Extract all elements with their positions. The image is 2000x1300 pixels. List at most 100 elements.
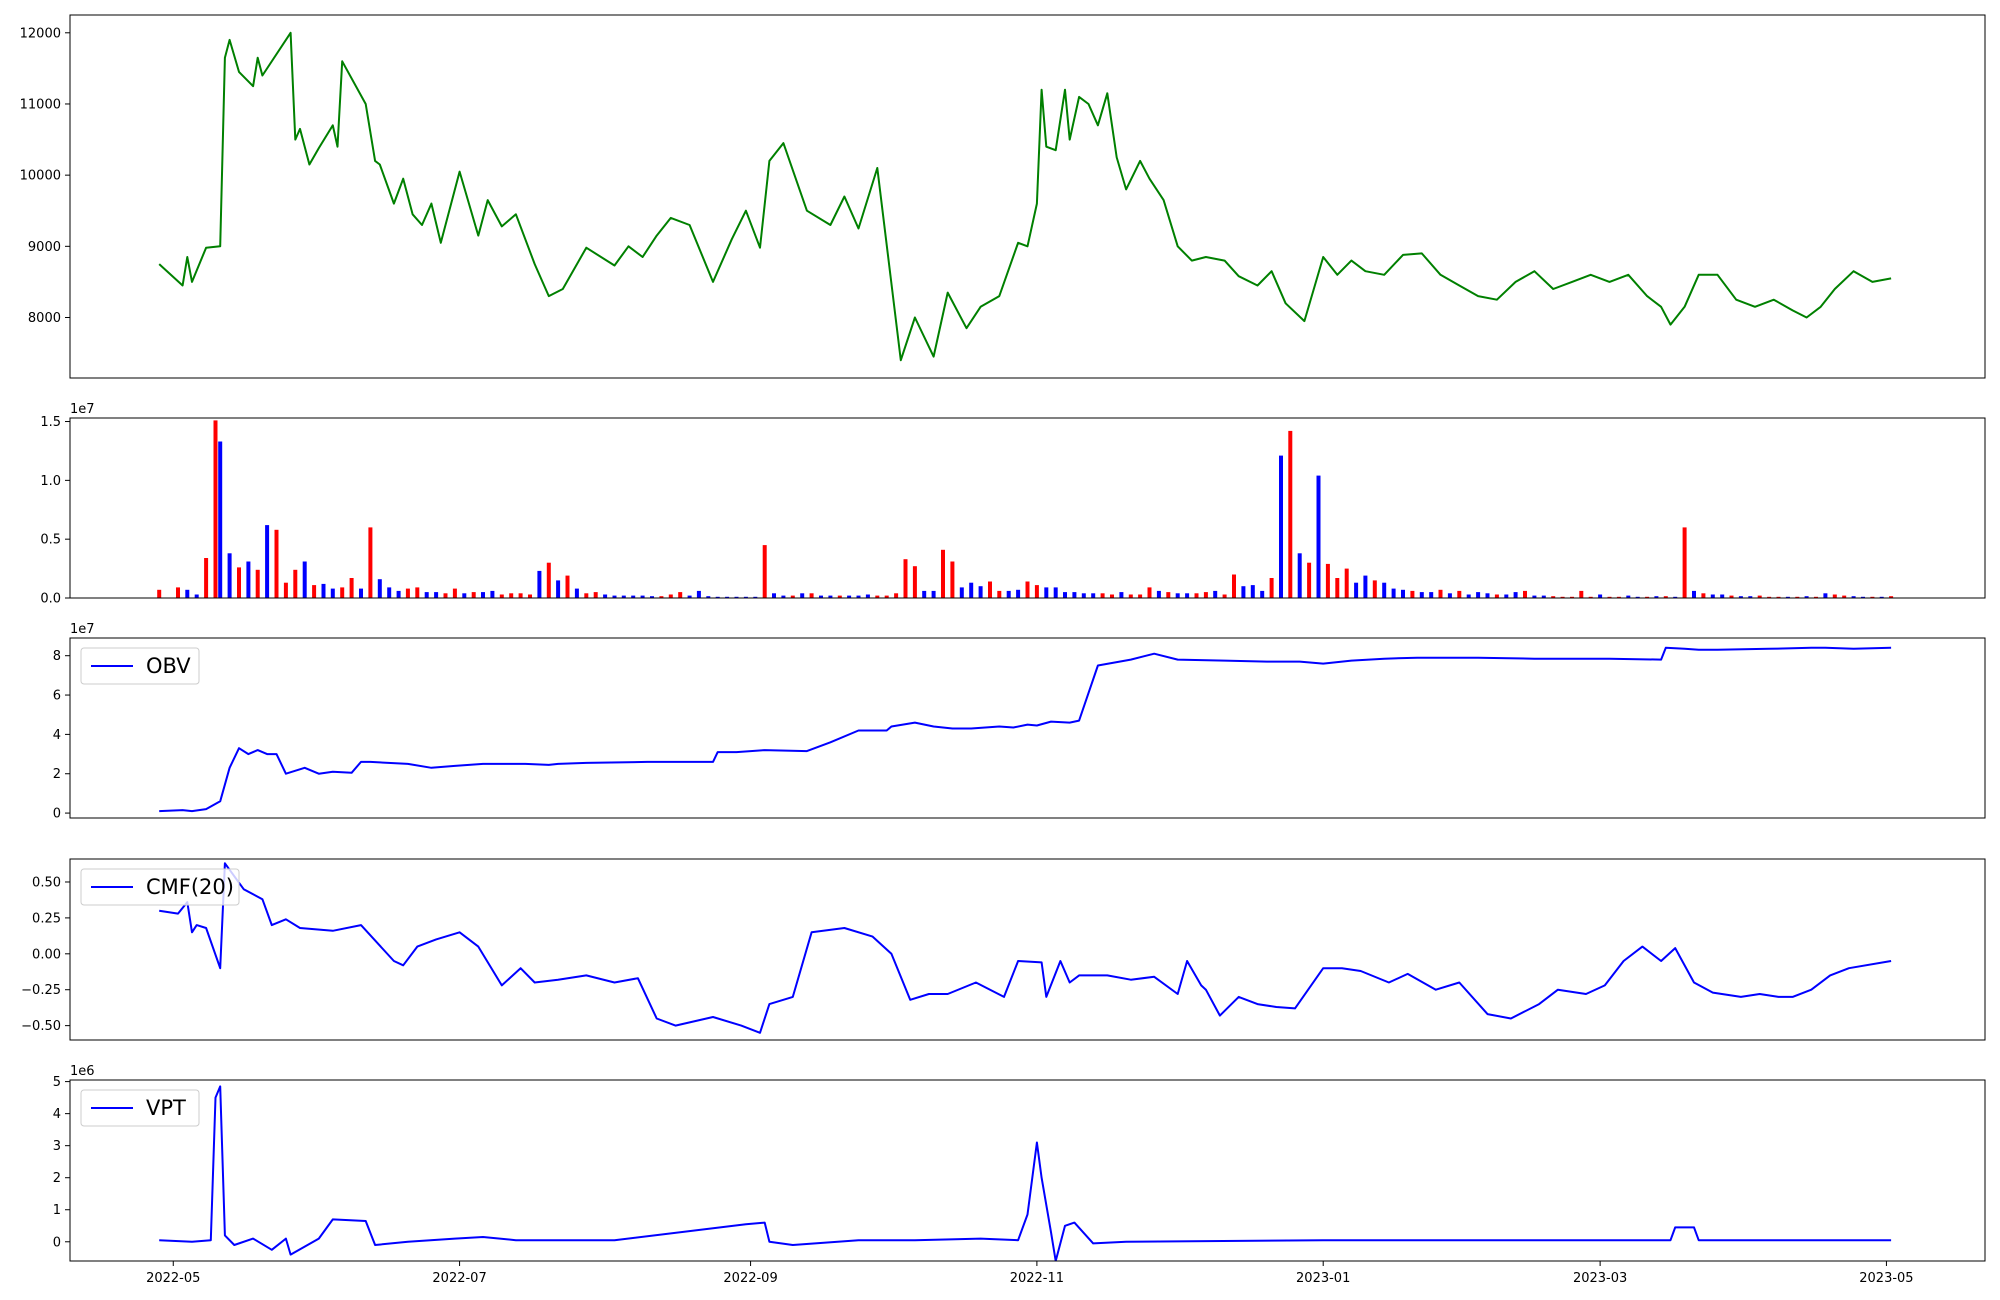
volume-bar xyxy=(1607,596,1612,598)
volume-bar xyxy=(809,593,814,598)
volume-bar xyxy=(1776,596,1781,598)
volume-bar xyxy=(687,595,692,598)
x-tick-label: 2022-11 xyxy=(1010,1271,1064,1286)
volume-bar xyxy=(1372,580,1377,598)
volume-bar xyxy=(781,595,786,598)
volume-bar xyxy=(434,592,439,598)
y-tick-label: 0.25 xyxy=(32,911,61,926)
volume-bar xyxy=(1551,596,1556,598)
volume-bar xyxy=(856,595,861,598)
volume-bar xyxy=(753,596,758,598)
y-tick-label: 3 xyxy=(53,1139,61,1154)
volume-bar xyxy=(725,596,730,598)
volume-bar xyxy=(678,592,683,598)
y-tick-label: 8 xyxy=(53,649,61,664)
volume-bar xyxy=(959,587,964,598)
volume-bar xyxy=(884,595,889,598)
volume-bar xyxy=(1588,596,1593,598)
volume-bar xyxy=(528,594,532,598)
y-tick-label: 2 xyxy=(53,767,61,782)
volume-bar xyxy=(246,561,251,598)
axes-frame xyxy=(69,1079,1986,1262)
volume-bar xyxy=(1288,430,1293,598)
volume-bar xyxy=(518,593,523,598)
volume-bar xyxy=(1626,595,1631,598)
y-tick-label: 4 xyxy=(53,728,61,743)
volume-bar xyxy=(1232,574,1236,598)
chart-marks xyxy=(159,862,1892,1034)
volume-bar xyxy=(359,588,363,598)
volume-bar xyxy=(1457,590,1462,598)
volume-bar xyxy=(1382,582,1387,598)
volume-bar xyxy=(1203,592,1208,598)
volume-bar xyxy=(1363,575,1368,598)
volume-bar xyxy=(330,588,335,598)
volume-bar xyxy=(1128,594,1133,598)
volume-bar xyxy=(415,587,420,598)
volume-bar xyxy=(185,589,190,598)
legend-box xyxy=(80,868,240,906)
volume-bar xyxy=(574,588,579,598)
volume-bar xyxy=(312,585,317,598)
volume-bar xyxy=(1401,589,1405,598)
volume-bar xyxy=(1006,590,1011,598)
volume-bar xyxy=(1654,596,1659,598)
volume-bar xyxy=(790,595,795,598)
volume-bar xyxy=(194,594,199,598)
volume-bar xyxy=(1429,592,1434,598)
volume-bar xyxy=(1485,593,1490,598)
volume-bar xyxy=(837,595,842,598)
volume-bar xyxy=(1419,592,1424,598)
volume-bar xyxy=(659,596,664,598)
volume-bar xyxy=(1222,594,1227,598)
volume-bar xyxy=(1034,585,1039,598)
volume-bar xyxy=(584,593,589,598)
volume-bar xyxy=(1325,563,1330,598)
y-tick-label: 0.0 xyxy=(40,592,61,607)
volume-bar xyxy=(865,594,870,598)
volume-bar xyxy=(668,594,673,598)
volume-bar xyxy=(1635,596,1640,598)
volume-bar xyxy=(1851,596,1856,598)
volume-bar xyxy=(1241,586,1246,598)
volume-bar xyxy=(1081,593,1086,598)
volume-bar xyxy=(621,595,626,598)
volume-bar xyxy=(1119,592,1124,598)
volume-bar xyxy=(1570,596,1574,598)
volume-bar xyxy=(1673,596,1678,598)
y-tick-label: 1.0 xyxy=(40,474,61,489)
volume-bar xyxy=(819,595,823,598)
volume-bar xyxy=(1842,595,1847,598)
legend: CMF(20) xyxy=(80,868,240,906)
chart-panel-4: 0 1 2 3 4 5 1e6 VPT xyxy=(53,1064,1986,1262)
volume-bar xyxy=(912,566,917,598)
volume-bar xyxy=(1213,590,1218,598)
volume-bar xyxy=(1832,594,1837,598)
legend-box xyxy=(80,1089,200,1127)
volume-bar xyxy=(1307,562,1312,598)
volume-bar xyxy=(396,590,401,598)
volume-bar xyxy=(1185,593,1190,598)
volume-bar xyxy=(1767,596,1772,598)
volume-bar xyxy=(443,593,448,598)
volume-bar xyxy=(537,570,542,598)
volume-bar xyxy=(237,567,241,598)
volume-bar xyxy=(997,590,1002,598)
volume-bar xyxy=(204,558,209,598)
volume-bar xyxy=(349,578,354,598)
volume-bar xyxy=(734,596,739,598)
volume-bar xyxy=(462,593,467,598)
volume-bar xyxy=(1504,594,1509,598)
volume-bar xyxy=(1279,455,1283,598)
volume-bar xyxy=(1025,581,1030,598)
volume-bar xyxy=(1513,592,1518,598)
volume-bar xyxy=(176,587,180,598)
volume-bar xyxy=(1250,585,1255,598)
x-tick-label: 2022-05 xyxy=(146,1271,200,1286)
volume-bar xyxy=(1823,593,1828,598)
volume-bar xyxy=(706,596,711,598)
series-line xyxy=(159,1085,1892,1261)
volume-bar xyxy=(1335,578,1340,598)
y-tick-label: 6 xyxy=(53,689,61,704)
